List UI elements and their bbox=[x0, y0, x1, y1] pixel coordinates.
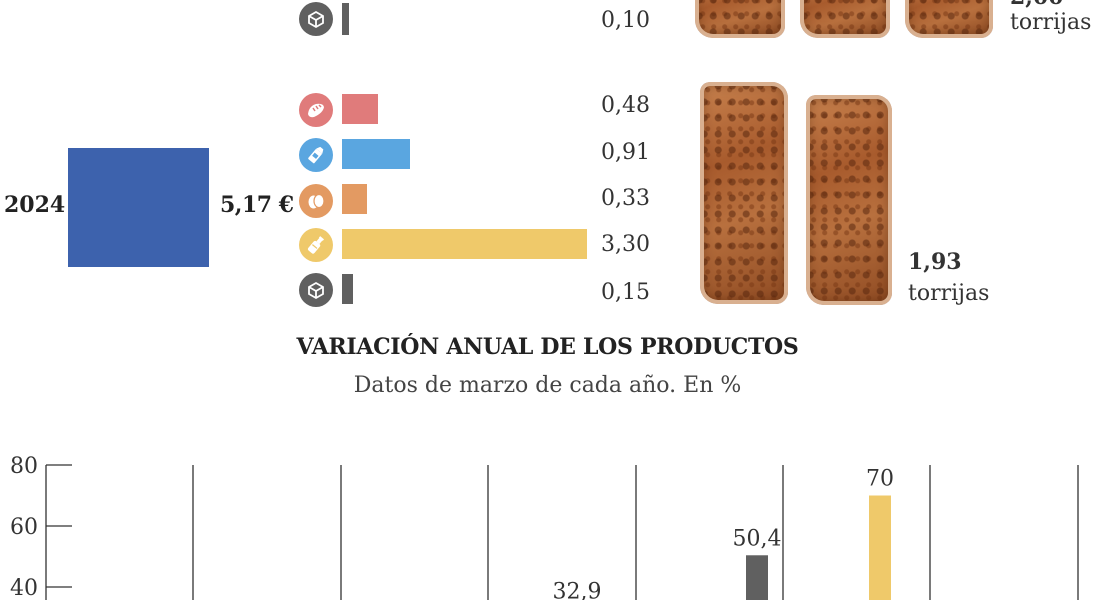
eggs-bar bbox=[342, 184, 367, 214]
bread-bar bbox=[342, 94, 378, 124]
variation-bar-label-1: 50,4 bbox=[733, 526, 782, 551]
year-label: 2024 bbox=[4, 192, 66, 218]
y-tick-label-60: 60 bbox=[10, 515, 38, 540]
chart-title: VARIACIÓN ANUAL DE LOS PRODUCTOS bbox=[296, 334, 799, 360]
bread-value: 0,48 bbox=[601, 93, 650, 118]
bread-icon bbox=[299, 93, 333, 127]
milk-icon bbox=[299, 138, 333, 172]
y-tick-label-80: 80 bbox=[10, 454, 38, 479]
milk-value: 0,91 bbox=[601, 140, 650, 165]
oil-value: 3,30 bbox=[601, 232, 650, 257]
sugar-value-prev: 0,10 bbox=[601, 8, 650, 33]
sugar-icon bbox=[299, 2, 333, 36]
torrija-image-prev-1 bbox=[695, 0, 785, 38]
torrijas-count-prev: 2,00 bbox=[1010, 0, 1064, 12]
variation-bar-2 bbox=[869, 495, 891, 600]
torrijas-label-prev: torrijas bbox=[1010, 10, 1092, 35]
sugar-bar bbox=[342, 274, 353, 304]
chart-subtitle: Datos de marzo de cada año. En % bbox=[353, 373, 742, 398]
oil-bar bbox=[342, 229, 587, 259]
sugar-icon bbox=[299, 273, 333, 307]
sugar-value: 0,15 bbox=[601, 280, 650, 305]
torrija-image-prev-2 bbox=[800, 0, 890, 38]
variation-chart: 40 60 80 32,9 50,4 70 bbox=[10, 454, 1079, 600]
variation-bar-1 bbox=[746, 555, 768, 600]
total-bar bbox=[68, 148, 209, 267]
oil-icon bbox=[299, 228, 333, 262]
variation-bar-label-2: 70 bbox=[866, 467, 894, 492]
torrijas-label: torrijas bbox=[908, 281, 990, 306]
variation-bar-label-0: 32,9 bbox=[553, 580, 602, 600]
torrija-image-1 bbox=[700, 82, 788, 304]
eggs-icon bbox=[299, 184, 333, 218]
eggs-value: 0,33 bbox=[601, 186, 650, 211]
torrija-image-2 bbox=[806, 95, 892, 305]
y-tick-label-40: 40 bbox=[10, 576, 38, 600]
torrijas-count: 1,93 bbox=[908, 249, 962, 275]
milk-bar bbox=[342, 139, 410, 169]
torrija-image-prev-3 bbox=[905, 0, 993, 38]
total-value: 5,17 € bbox=[220, 192, 294, 218]
sugar-bar-prev bbox=[342, 3, 349, 35]
